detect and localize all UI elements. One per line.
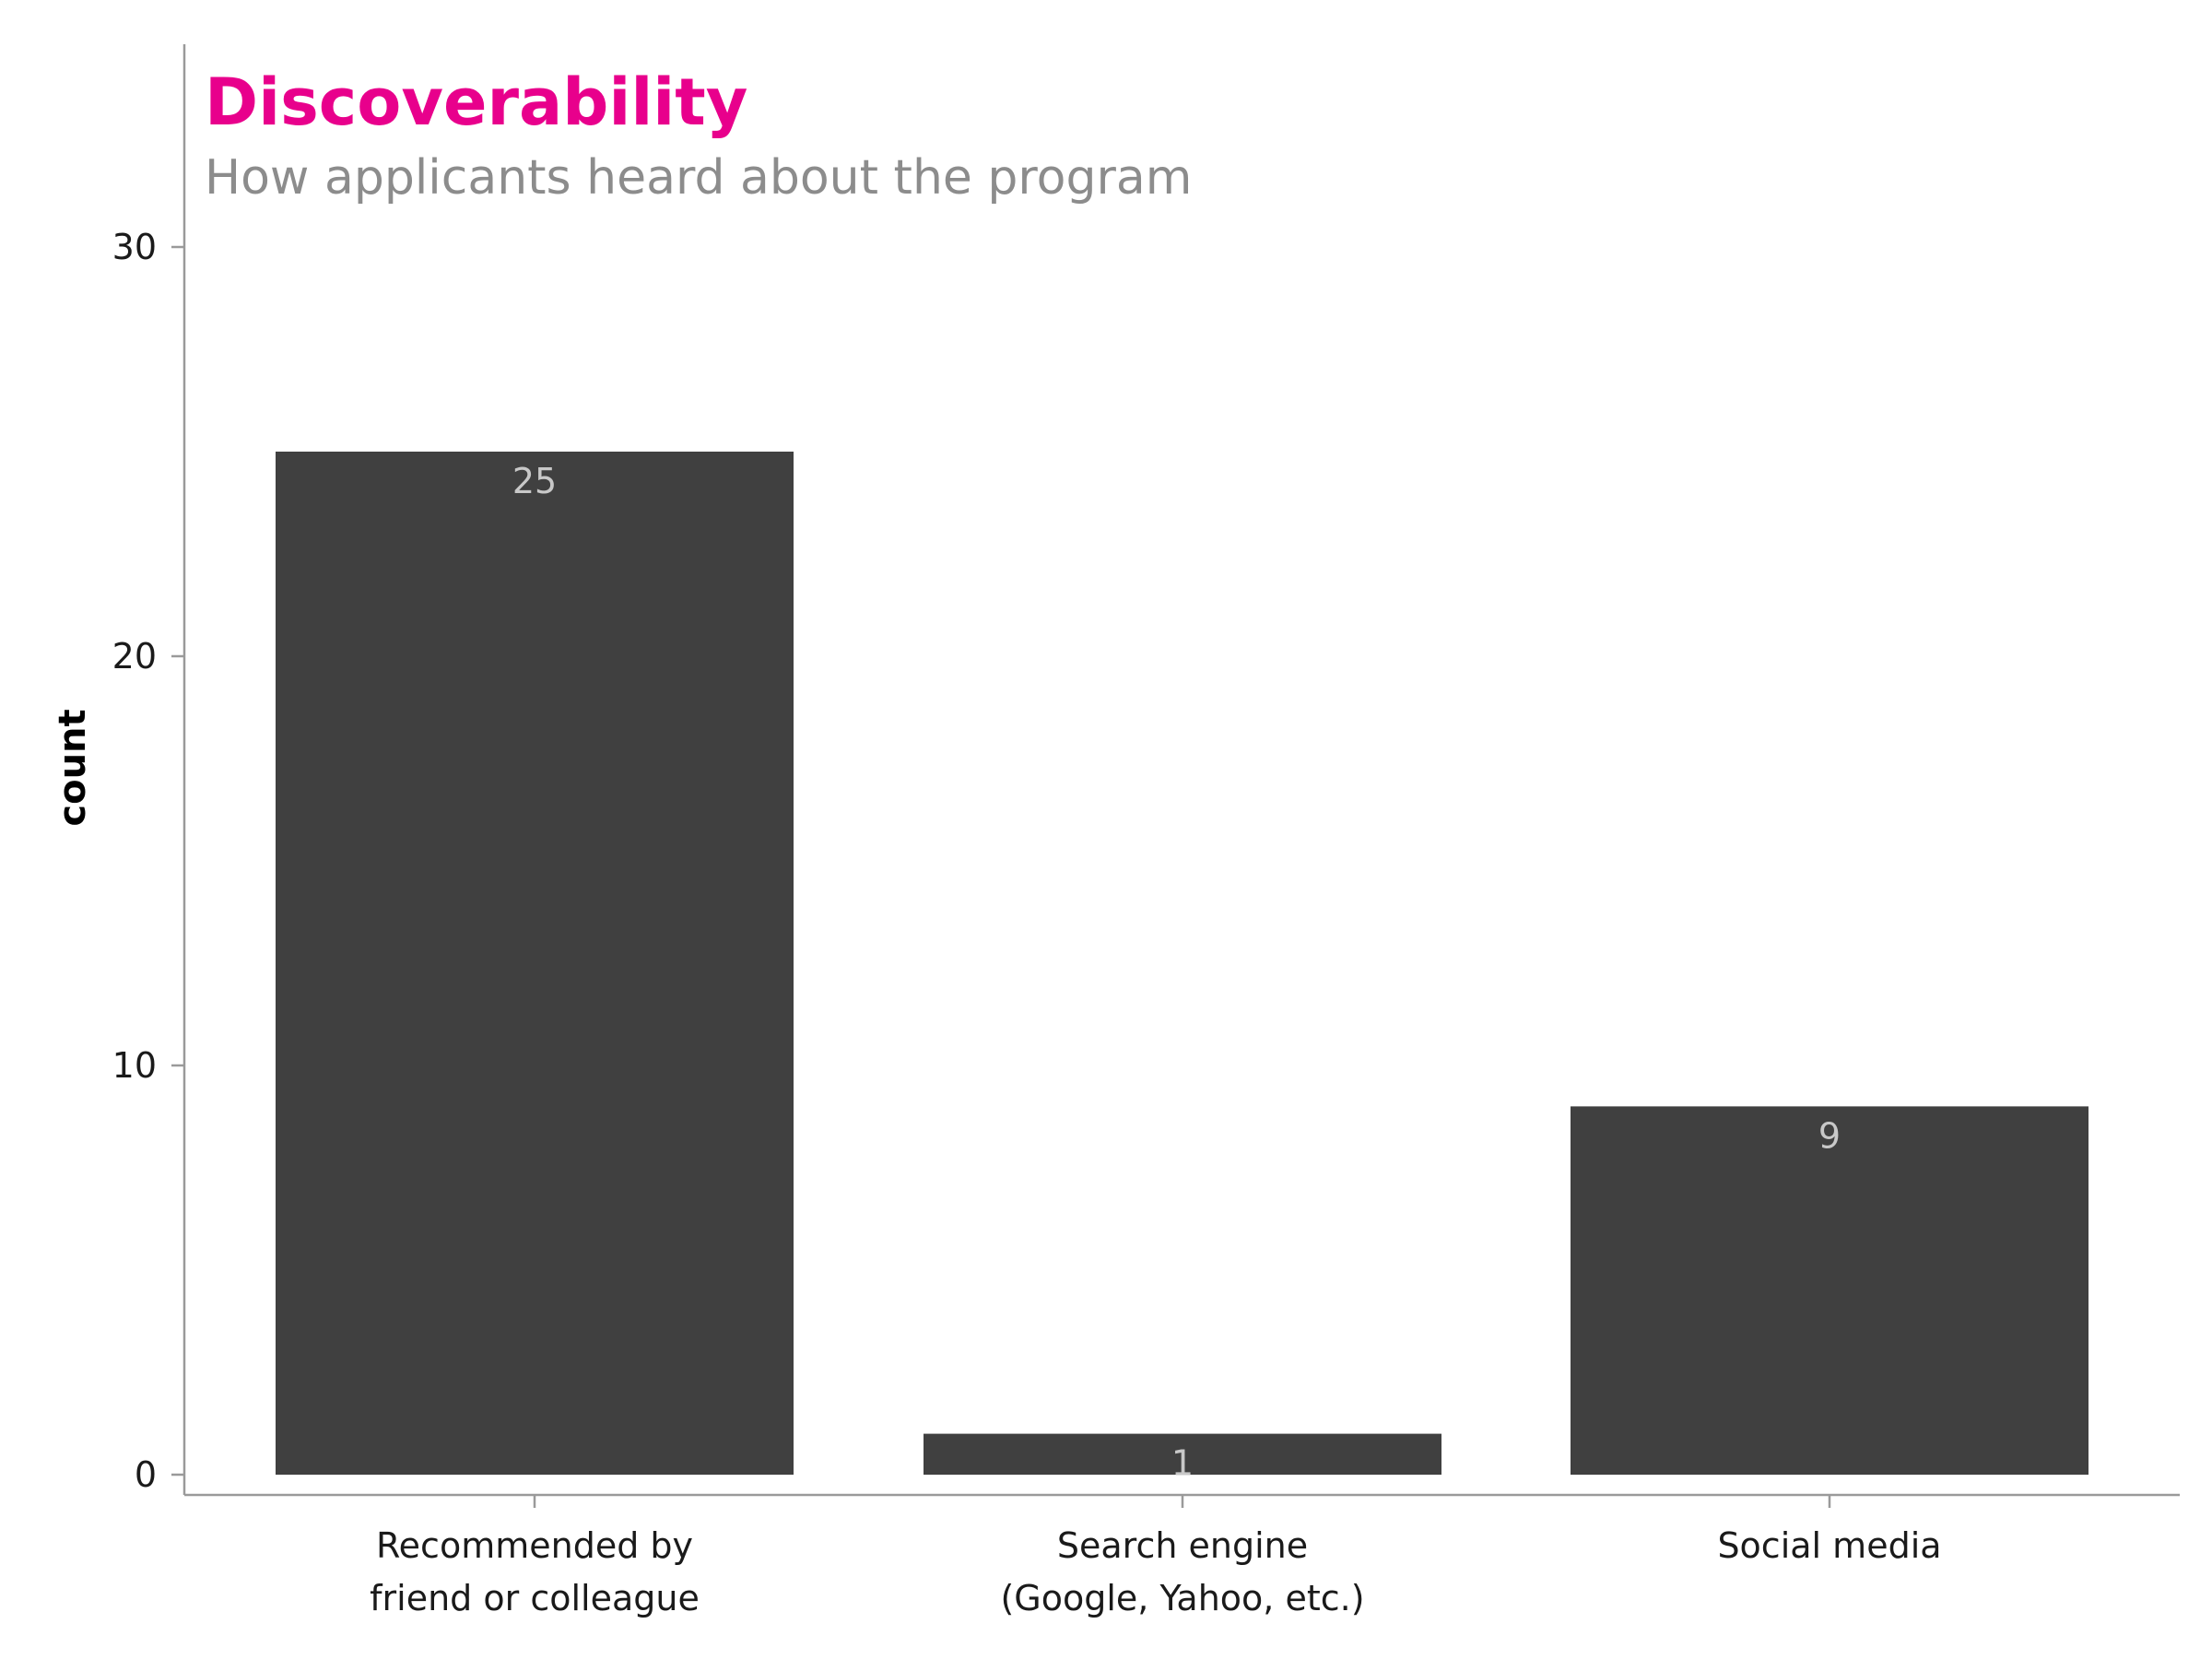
y-tick-label: 30: [112, 227, 157, 267]
data-label: 9: [1818, 1115, 1841, 1156]
bar: [1571, 1106, 2088, 1475]
x-tick-label: Search engine (Google, Yahoo, etc.): [1000, 1525, 1364, 1618]
y-tick-label: 0: [135, 1454, 157, 1495]
y-axis-title: count: [52, 709, 94, 826]
chart-title: Discoverability: [205, 65, 747, 140]
bars-group: [276, 452, 2088, 1475]
y-tick-label: 10: [112, 1045, 157, 1086]
chart-subtitle: How applicants heard about the program: [205, 150, 1192, 206]
bar: [924, 1433, 1441, 1475]
x-tick-label: Social media: [1717, 1525, 1941, 1566]
data-labels-group: 25 1 9: [512, 461, 1841, 1484]
x-tick-label: Recommended by friend or colleague: [370, 1525, 700, 1618]
data-label: 1: [1171, 1443, 1194, 1484]
y-tick-label: 20: [112, 636, 157, 677]
data-label: 25: [512, 461, 557, 501]
bar: [276, 452, 794, 1475]
x-axis: Recommended by friend or colleague Search …: [184, 1493, 2180, 1618]
y-axis: 0 10 20 30: [112, 44, 186, 1495]
